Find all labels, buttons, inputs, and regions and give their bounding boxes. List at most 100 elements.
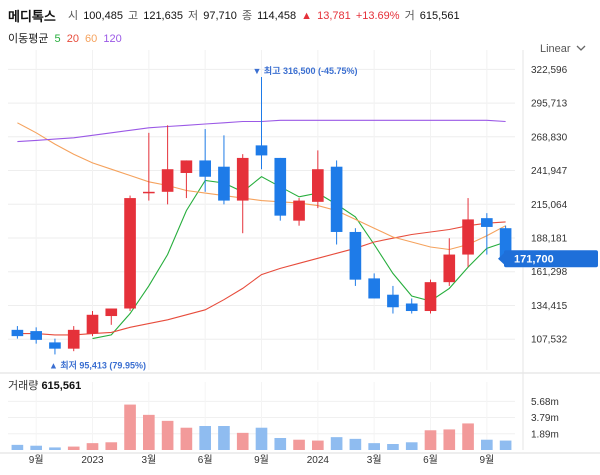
candle-body	[105, 308, 118, 317]
down-candle	[349, 228, 362, 286]
volume-y-tick-label: 1.89m	[531, 429, 559, 440]
up-candle	[236, 154, 249, 234]
y-tick-label: 188,181	[531, 234, 568, 245]
y-tick-label: 107,532	[531, 335, 568, 346]
volume-bar	[218, 426, 230, 450]
x-tick-label: 3월	[141, 454, 156, 466]
up-candle	[424, 279, 437, 314]
ma-20-label: 20	[66, 33, 79, 45]
candle-body	[330, 166, 343, 232]
down-candle	[368, 273, 380, 299]
down-candle	[405, 298, 418, 314]
candle-body	[293, 200, 305, 221]
volume-bar	[180, 427, 193, 450]
volume-bar	[499, 440, 512, 450]
volume-bar	[293, 439, 305, 450]
max-price-annotation: ▼ 최고 316,500 (-45.75%)	[253, 65, 358, 76]
up-candle	[86, 311, 99, 337]
up-candle	[443, 238, 456, 286]
candle-body	[443, 254, 456, 283]
candle-body	[30, 331, 42, 340]
low-label: 저	[188, 10, 199, 22]
axes: 322,596 295,713 268,830 241,947 215,064 188,1…	[0, 50, 600, 466]
volume-panel-title: 거래량 615,561	[8, 377, 81, 393]
volume-label: 거	[404, 10, 415, 22]
candle-body	[405, 303, 418, 312]
volume-bar	[443, 429, 456, 450]
x-tick-label: 6월	[198, 454, 213, 466]
current-price-value: 171,700	[514, 254, 554, 266]
candle-body	[387, 294, 399, 308]
candle-body	[143, 191, 155, 194]
change-percent: +13.69%	[355, 10, 400, 22]
candle-body	[199, 160, 211, 177]
volume-bar	[255, 427, 268, 450]
x-tick-label: 9월	[254, 454, 269, 466]
volume-bar	[405, 442, 418, 450]
candle-body	[218, 166, 230, 201]
candle-body	[86, 314, 99, 334]
volume-bar	[199, 426, 211, 450]
down-candle	[387, 285, 399, 314]
down-candle	[255, 76, 268, 170]
up-candle	[312, 150, 324, 209]
up-candle	[293, 198, 305, 226]
volume-bar	[312, 440, 324, 450]
ma-120-label: 120	[103, 33, 122, 45]
candle-body	[11, 329, 24, 337]
down-candle	[274, 157, 287, 221]
volume-bar	[424, 430, 437, 450]
candle-body	[161, 169, 174, 192]
up-candle	[67, 326, 80, 352]
down-candle	[49, 338, 61, 355]
x-tick-label: 2024	[307, 455, 330, 466]
y-tick-label: 161,298	[531, 267, 568, 278]
current-price-tag: 171,700	[498, 250, 598, 268]
chevron-down-icon	[576, 45, 586, 51]
quote-header: 메디톡스 시 100,485 고 121,635 저 97,710 종 114,…	[0, 0, 600, 28]
y-tick-label: 322,596	[531, 65, 568, 76]
up-candle	[143, 132, 155, 201]
candle-body	[481, 218, 493, 227]
x-tick-label: 6월	[423, 454, 438, 466]
candle-body	[255, 145, 268, 156]
candle-body	[499, 228, 512, 259]
high-value: 121,635	[143, 10, 183, 22]
scale-toggle-button[interactable]: Linear	[540, 43, 586, 55]
y-tick-label: 241,947	[531, 166, 568, 177]
candle-body	[368, 278, 380, 299]
candle-body	[312, 169, 324, 202]
ma-60-label: 60	[85, 33, 98, 45]
volume-bar	[124, 404, 136, 450]
volume-panel-label: 거래량	[8, 380, 39, 392]
volume-bar	[368, 443, 380, 450]
y-tick-label: 295,713	[531, 99, 568, 110]
y-tick-label: 134,415	[531, 301, 568, 312]
x-tick-label: 9월	[29, 454, 44, 466]
candle-body	[274, 157, 287, 216]
volume-bar	[330, 437, 343, 450]
moving-average-legend[interactable]: 이동평균 5 20 60 120	[8, 30, 125, 46]
volume-bar	[86, 443, 99, 450]
down-candle	[481, 213, 493, 255]
candle-body	[349, 231, 362, 280]
candle-body	[236, 157, 249, 201]
volume-bar	[105, 442, 118, 450]
candle-body	[424, 282, 437, 312]
volume-bar	[236, 432, 249, 450]
up-arrow-icon: ▲	[301, 10, 313, 22]
candle-body	[49, 342, 61, 349]
y-tick-label: 215,064	[531, 200, 568, 211]
volume-bar	[49, 447, 61, 450]
volume-bar	[67, 446, 80, 450]
candle-body	[462, 219, 474, 255]
up-candle	[105, 308, 118, 325]
x-tick-label: 2023	[81, 455, 104, 466]
candle-body	[180, 160, 193, 173]
volume-y-tick-label: 5.68m	[531, 397, 559, 408]
down-candle	[218, 135, 230, 205]
volume-bar	[274, 438, 287, 450]
stock-name: 메디톡스	[8, 9, 56, 24]
ma-5-line	[92, 176, 506, 340]
